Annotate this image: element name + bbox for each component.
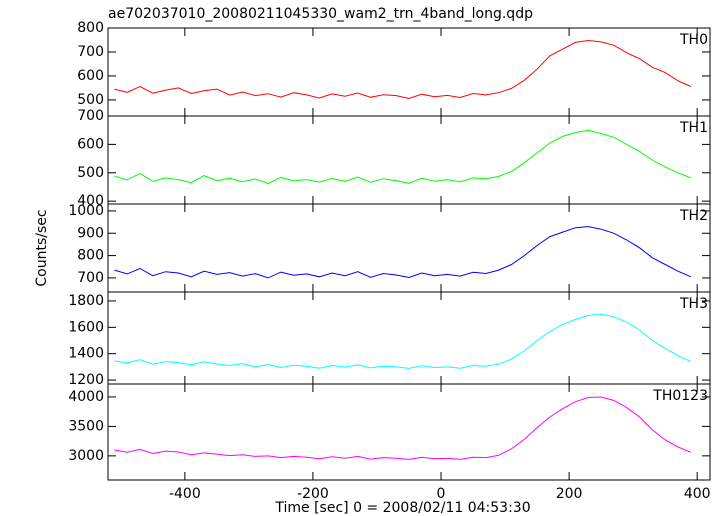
y-tick-label: 700: [77, 108, 104, 124]
panel-frame: [107, 203, 711, 293]
y-tick-label: 500: [77, 165, 104, 181]
x-tick-label: 0: [437, 486, 446, 502]
chart-title: ae702037010_20080211045330_wam2_trn_4ban…: [108, 6, 533, 22]
x-tick-label: -400: [169, 486, 201, 502]
panel-frame: [107, 291, 711, 385]
data-line: [114, 39, 692, 100]
y-tick-label: 900: [77, 225, 104, 241]
data-line: [114, 313, 692, 369]
y-tick-label: 800: [77, 248, 104, 264]
x-axis-label: Time [sec] 0 = 2008/02/11 04:53:30: [274, 500, 530, 516]
x-tick-label: 400: [684, 486, 711, 502]
panel-frame: [107, 115, 711, 205]
y-tick-label: 600: [77, 136, 104, 152]
panel-label: TH0123: [652, 388, 708, 404]
data-line: [114, 129, 691, 185]
y-tick-label: 400: [77, 193, 104, 209]
x-tick-label: -200: [297, 486, 329, 502]
x-tick-label: 200: [556, 486, 583, 502]
y-tick-label: 1600: [68, 319, 104, 335]
y-tick-label: 800: [77, 20, 104, 36]
y-tick-label: 600: [77, 68, 104, 84]
y-tick-label: 3500: [68, 418, 104, 434]
y-tick-label: 500: [77, 92, 104, 108]
y-tick-label: 1000: [68, 203, 104, 219]
panel-label: TH2: [679, 208, 708, 224]
panel-label: TH0: [679, 32, 708, 48]
panel-label: TH3: [679, 296, 708, 312]
data-line: [114, 396, 691, 460]
panel-frame: [107, 27, 711, 117]
y-tick-label: 1200: [68, 372, 104, 388]
y-axis-label: Counts/sec: [34, 209, 50, 286]
panel-label: TH1: [679, 120, 708, 136]
y-tick-label: 4000: [68, 389, 104, 405]
data-line: [114, 226, 692, 279]
y-tick-label: 1400: [68, 346, 104, 362]
y-tick-label: 700: [77, 270, 104, 286]
y-tick-label: 3000: [68, 448, 104, 464]
y-tick-label: 1800: [68, 293, 104, 309]
y-tick-label: 700: [77, 44, 104, 60]
panel-frame: [107, 383, 711, 481]
